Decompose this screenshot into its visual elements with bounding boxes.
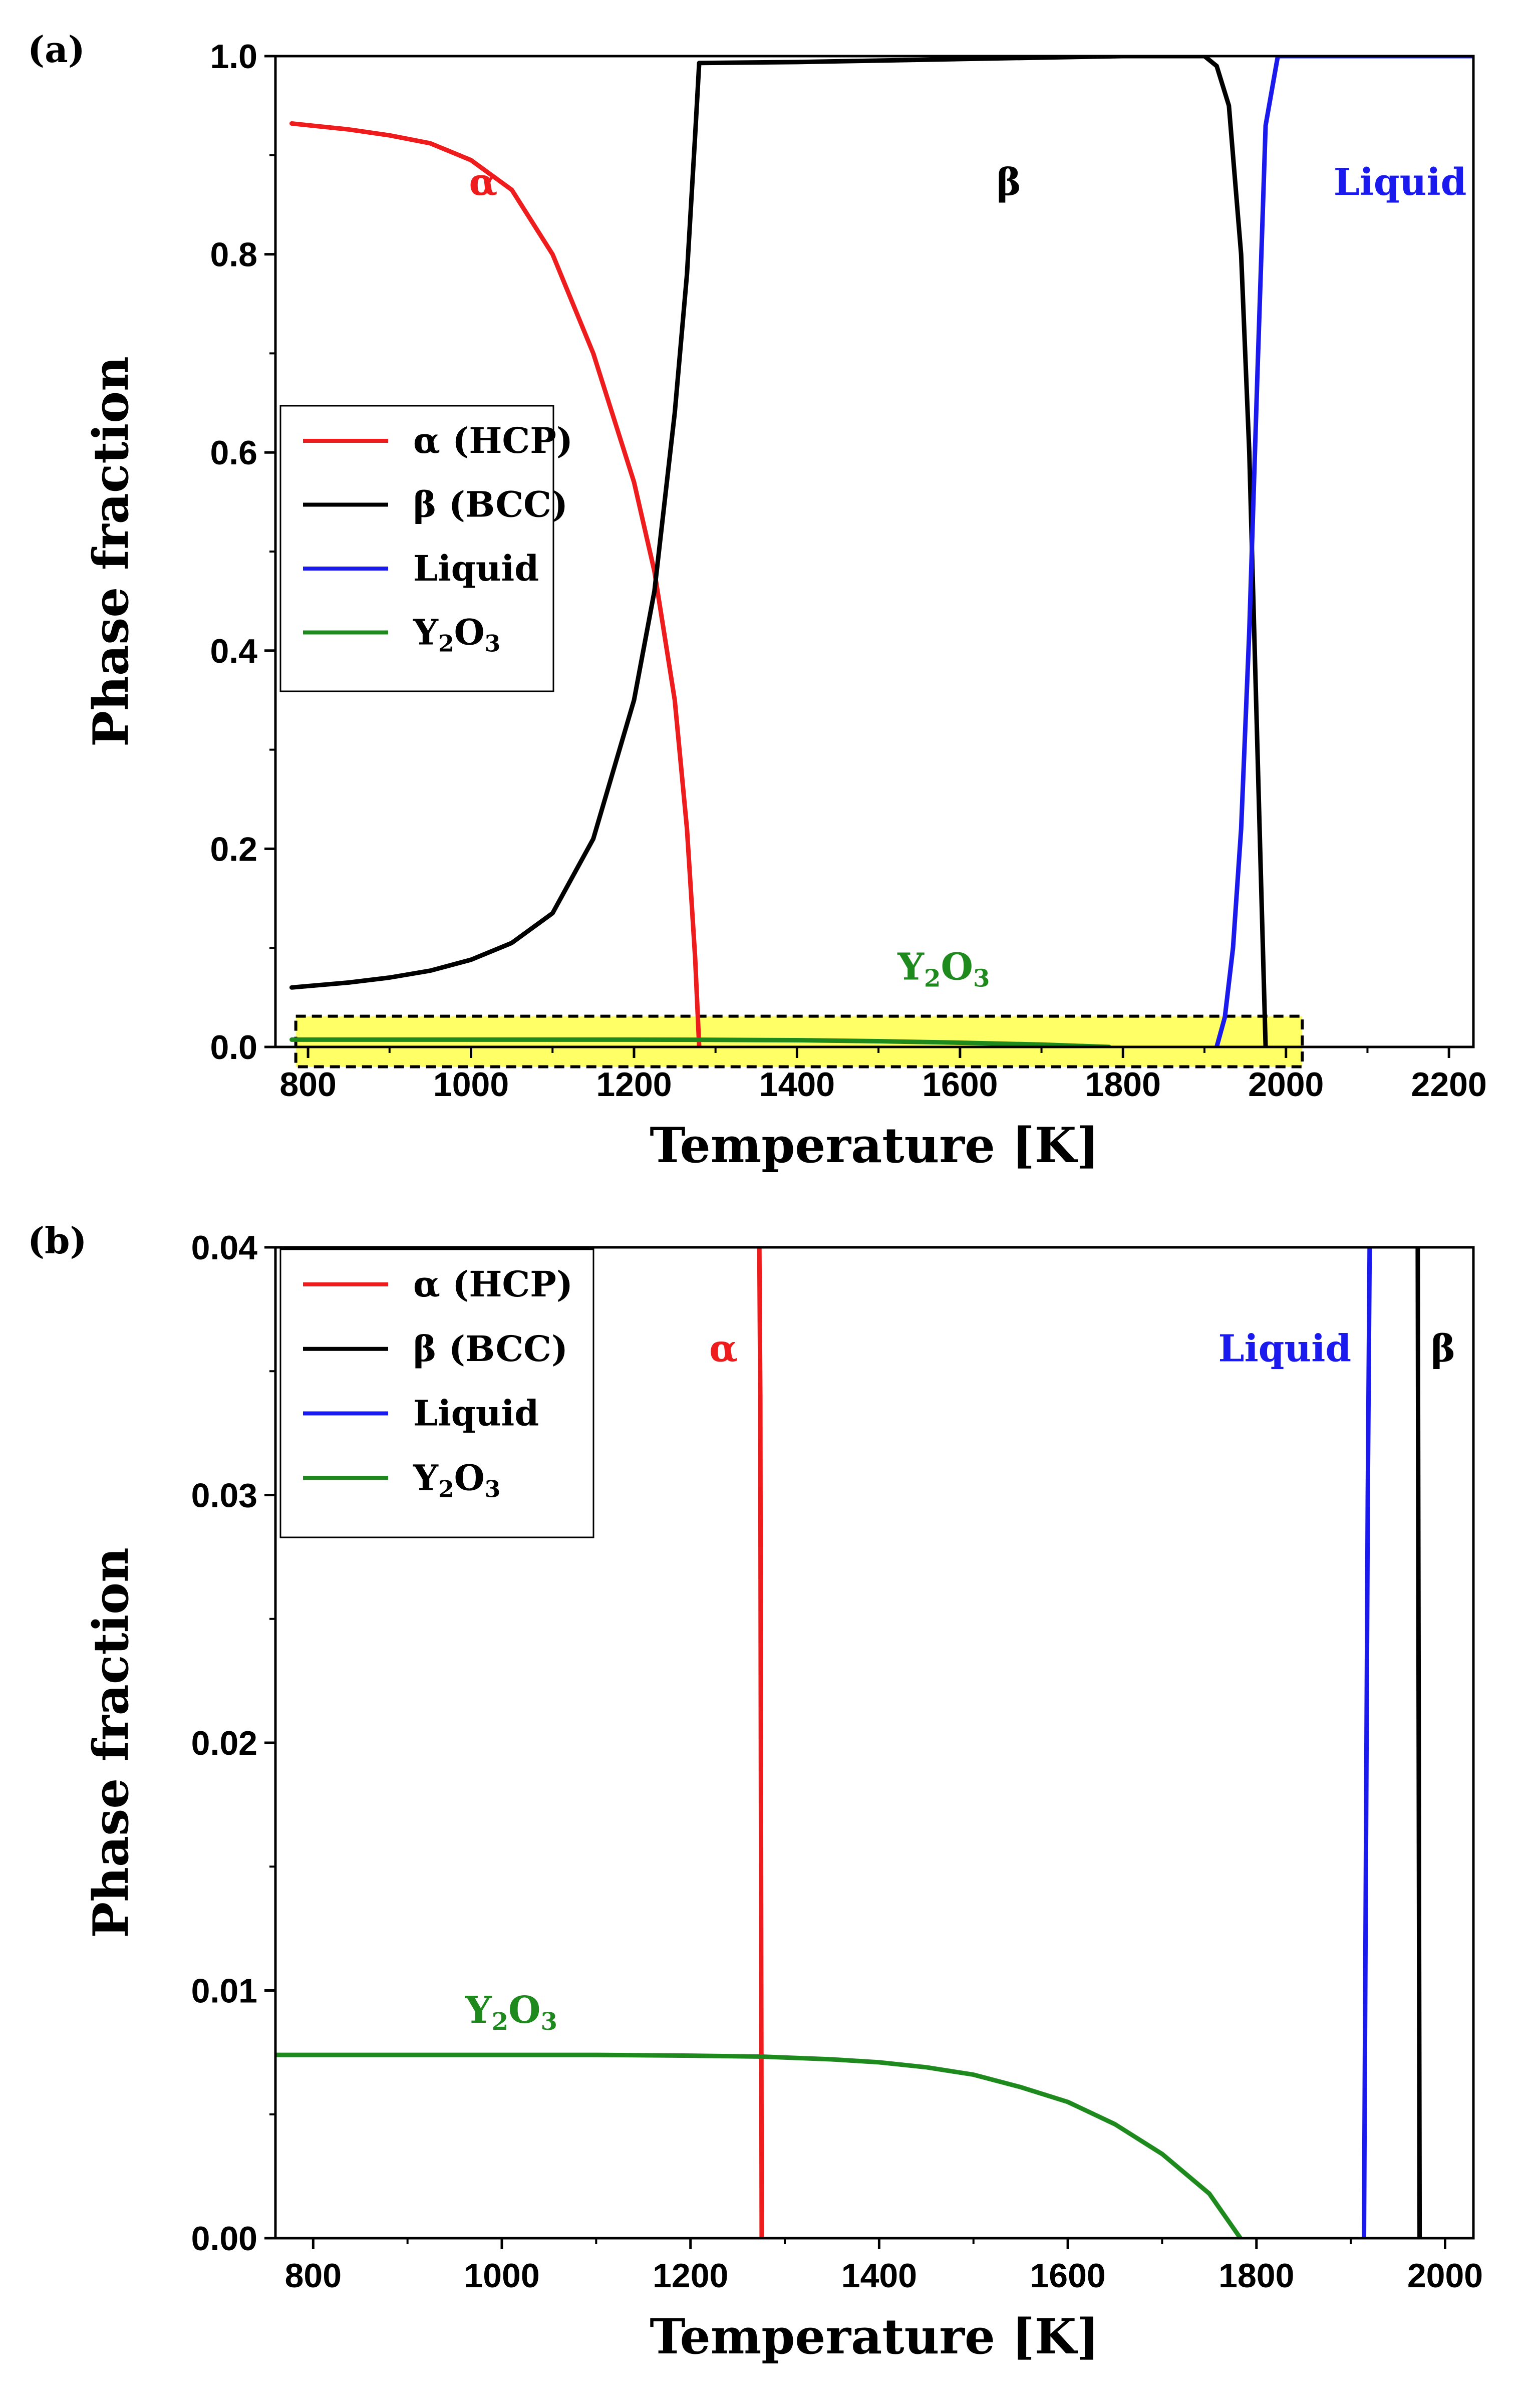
x-tick-label: 1400 bbox=[759, 1065, 835, 1104]
x-tick-label: 2200 bbox=[1411, 1065, 1487, 1104]
series-group bbox=[275, 1247, 1422, 2238]
x-tick-label: 2000 bbox=[1407, 2257, 1483, 2295]
y-axis-title: Phase fraction bbox=[83, 356, 139, 747]
y-tick-label: 1.0 bbox=[210, 38, 257, 76]
y-tick-label: 0.6 bbox=[210, 434, 257, 472]
panel-label: (a) bbox=[28, 28, 85, 71]
annotation-label: Liquid bbox=[1334, 161, 1467, 204]
legend-label: α (HCP) bbox=[413, 1263, 573, 1305]
legend-label: Liquid bbox=[413, 1393, 539, 1434]
x-tick-label: 1200 bbox=[653, 2257, 728, 2295]
annotation-label: α bbox=[469, 161, 497, 204]
x-tick-label: 2000 bbox=[1248, 1065, 1324, 1104]
legend-box bbox=[279, 1248, 594, 1538]
y-tick-label: 0.8 bbox=[210, 236, 257, 274]
series-line-liquid bbox=[1214, 56, 1473, 1047]
annotation-label: Y2O3 bbox=[465, 1989, 557, 2036]
x-tick-label: 1800 bbox=[1218, 2257, 1294, 2295]
y-tick-label: 0.04 bbox=[191, 1229, 258, 1267]
y-tick-label: 0.00 bbox=[191, 2220, 257, 2258]
legend-label: Liquid bbox=[413, 548, 539, 589]
y-tick-label: 0.01 bbox=[191, 1972, 257, 2010]
legend-label: β (BCC) bbox=[413, 1328, 568, 1370]
y-tick-label: 0.2 bbox=[210, 830, 257, 868]
series-line-y2o3 bbox=[275, 2052, 1243, 2238]
x-tick-label: 1600 bbox=[1030, 2257, 1105, 2295]
y-axis-title: Phase fraction bbox=[83, 1547, 139, 1938]
annotation-label: β bbox=[1431, 1327, 1455, 1370]
x-tick-label: 800 bbox=[285, 2257, 342, 2295]
annotation-label: Liquid bbox=[1218, 1327, 1352, 1370]
legend-label: Y2O3 bbox=[413, 1457, 500, 1502]
series-line--hcp bbox=[289, 121, 702, 1047]
series-line--bcc bbox=[289, 56, 1268, 1047]
series-line--hcp bbox=[757, 1247, 764, 2238]
legend-box bbox=[279, 405, 554, 692]
x-tick-label: 1400 bbox=[841, 2257, 917, 2295]
series-line-liquid bbox=[1362, 1247, 1372, 2238]
series-group bbox=[289, 56, 1473, 1047]
x-tick-label: 800 bbox=[279, 1065, 336, 1104]
x-axis-title: Temperature [K] bbox=[650, 1117, 1099, 1174]
legend-label: α (HCP) bbox=[413, 420, 573, 461]
series-line--bcc bbox=[1415, 1247, 1422, 2238]
legend: α (HCP) β (BCC) Liquid Y2O3 bbox=[279, 1248, 594, 1538]
annotation-label: Y2O3 bbox=[897, 945, 990, 992]
legend: α (HCP) β (BCC) Liquid Y2O3 bbox=[279, 405, 573, 692]
y-tick-label: 0.4 bbox=[210, 632, 257, 670]
x-axis-title: Temperature [K] bbox=[650, 2308, 1099, 2365]
y-tick-label: 0.02 bbox=[191, 1724, 257, 1762]
y-tick-label: 0.03 bbox=[191, 1477, 257, 1515]
annotation-label: β bbox=[997, 161, 1021, 204]
y-tick-label: 0.0 bbox=[210, 1028, 257, 1066]
x-tick-label: 1000 bbox=[433, 1065, 509, 1104]
x-tick-label: 1800 bbox=[1085, 1065, 1161, 1104]
chart-panel-b: 800 1000 1200 1400 1600 1800 2000 0.00 0.01 0.02 0… bbox=[28, 1219, 1483, 2365]
x-tick-label: 1200 bbox=[596, 1065, 672, 1104]
legend-label: Y2O3 bbox=[413, 612, 500, 657]
x-tick-label: 1000 bbox=[464, 2257, 539, 2295]
annotation-label: α bbox=[709, 1327, 738, 1370]
series-line-y2o3 bbox=[289, 1037, 1112, 1047]
chart-panel-a: 800 1000 1200 1400 1600 1800 2000 2200 0.0 0.2 0.4… bbox=[28, 28, 1487, 1174]
legend-label: β (BCC) bbox=[413, 484, 568, 525]
panel-label: (b) bbox=[28, 1219, 87, 1262]
x-tick-label: 1600 bbox=[922, 1065, 998, 1104]
